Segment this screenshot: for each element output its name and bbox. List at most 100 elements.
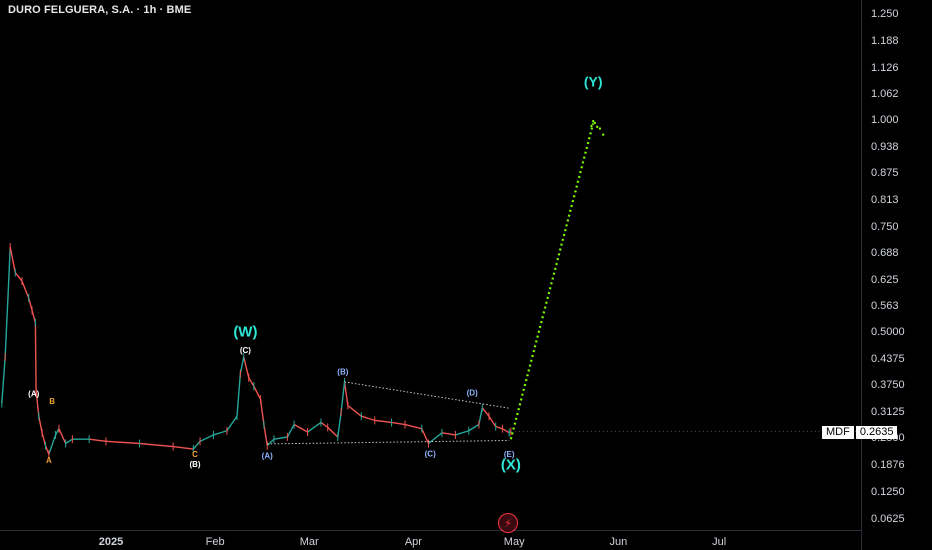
price-series-segment: [361, 415, 375, 422]
wave-label: (W): [233, 323, 257, 340]
chart-title: DURO FELGUERA, S.A. · 1h · BME: [8, 4, 192, 16]
x-tick-label: Feb: [206, 536, 225, 548]
price-series-segment: [9, 246, 16, 273]
wave-label: (C): [240, 346, 251, 355]
wave-label: B: [49, 397, 55, 406]
price-series-segment: [236, 373, 242, 417]
projection-marker-dot: [593, 121, 597, 125]
wave-label: (B): [337, 367, 348, 376]
price-series-segment: [243, 356, 250, 378]
lightning-icon[interactable]: ⚡: [498, 513, 518, 533]
price-series-segment: [502, 428, 510, 434]
price-series-segment: [41, 432, 47, 446]
y-tick-label: 0.1876: [871, 459, 905, 471]
wave-label: (C): [425, 450, 436, 459]
price-series-segment: [48, 434, 57, 455]
price-series-segment: [58, 428, 67, 444]
y-tick-label: 0.3125: [871, 406, 905, 418]
price-series-segment: [199, 434, 214, 442]
x-tick-label: 2025: [99, 536, 123, 548]
projection-marker-dot: [602, 133, 605, 136]
y-tick-label: 0.563: [871, 300, 899, 312]
y-tick-label: 1.126: [871, 62, 899, 74]
price-series-segment: [441, 432, 456, 436]
price-series-segment: [488, 415, 497, 427]
wave-label: (B): [189, 460, 200, 469]
y-tick-label: 1.062: [871, 88, 899, 100]
price-series-segment: [266, 438, 275, 447]
price-series-segment: [4, 285, 10, 357]
price-series-segment: [495, 425, 503, 430]
y-tick-label: 0.1250: [871, 486, 905, 498]
projection-marker-dot: [595, 125, 599, 129]
y-tick-label: 0.3750: [871, 379, 905, 391]
y-tick-label: 0.688: [871, 247, 899, 259]
price-series-segment: [263, 424, 268, 446]
x-tick-label: Jul: [712, 536, 726, 548]
y-tick-label: 0.938: [871, 141, 899, 153]
triangle-upper-line: [344, 381, 510, 409]
price-series-segment: [105, 440, 140, 445]
y-tick-label: 0.0625: [871, 513, 905, 525]
x-tick-label: Jun: [609, 536, 627, 548]
wave-label: (D): [467, 388, 478, 397]
price-series-segment: [478, 407, 483, 425]
price-series-segment: [421, 428, 430, 444]
price-series-segment: [7, 246, 11, 286]
price-series-segment: [54, 428, 60, 436]
price-series-segment: [173, 445, 194, 450]
wave-label: (A): [28, 389, 39, 398]
price-series-segment: [320, 421, 329, 428]
price-series-segment: [374, 419, 392, 424]
projection-marker-dot: [598, 127, 602, 130]
last-price-value: 0.2635: [855, 426, 898, 439]
price-series-segment: [213, 430, 228, 436]
y-tick-label: 0.4375: [871, 353, 905, 365]
x-tick-label: Apr: [405, 536, 422, 548]
price-series-segment: [34, 322, 37, 391]
price-series-segment: [239, 356, 245, 374]
price-series-segment: [327, 426, 339, 438]
price-series-segment: [44, 445, 50, 455]
last-price-tag: MDF 0.2635: [822, 426, 898, 439]
price-series-segment: [226, 415, 238, 432]
y-tick-label: 0.875: [871, 167, 899, 179]
price-series-segment: [38, 416, 43, 433]
wave-label: (E): [504, 450, 515, 459]
x-tick-label: Mar: [300, 536, 319, 548]
wave-label: A: [46, 456, 52, 465]
price-series-segment: [468, 423, 480, 432]
projection-marker-dot: [591, 119, 595, 123]
price-series-segment: [28, 297, 33, 311]
triangle-lower-line: [267, 439, 510, 445]
wave-label: (Y): [584, 74, 603, 90]
wave-label: (A): [262, 451, 273, 460]
price-series-segment: [340, 381, 346, 413]
price-series-segment: [343, 381, 349, 406]
projection-path: [509, 123, 595, 440]
price-series-segment: [404, 423, 422, 430]
price-series-segment: [259, 399, 265, 425]
y-tick-label: 0.750: [871, 221, 899, 233]
price-axis-border: [861, 0, 862, 550]
price-series-segment: [65, 438, 73, 445]
price-series-segment: [253, 385, 262, 400]
price-series-segment: [89, 438, 107, 443]
y-tick-label: 0.5000: [871, 326, 905, 338]
y-tick-label: 1.250: [871, 8, 899, 20]
price-series-segment: [31, 310, 37, 323]
y-tick-label: 0.813: [871, 194, 899, 206]
y-tick-label: 1.188: [871, 35, 899, 47]
price-series-segment: [286, 424, 295, 438]
symbol-badge: MDF: [822, 426, 854, 439]
price-series-segment: [139, 442, 174, 448]
price-series-segment: [35, 390, 40, 417]
time-axis-border: [0, 530, 861, 531]
price-series-segment: [481, 407, 490, 417]
price-series-segment: [21, 280, 30, 299]
y-tick-label: 1.000: [871, 114, 899, 126]
wave-label: C: [192, 450, 198, 459]
price-series-segment: [192, 440, 201, 450]
